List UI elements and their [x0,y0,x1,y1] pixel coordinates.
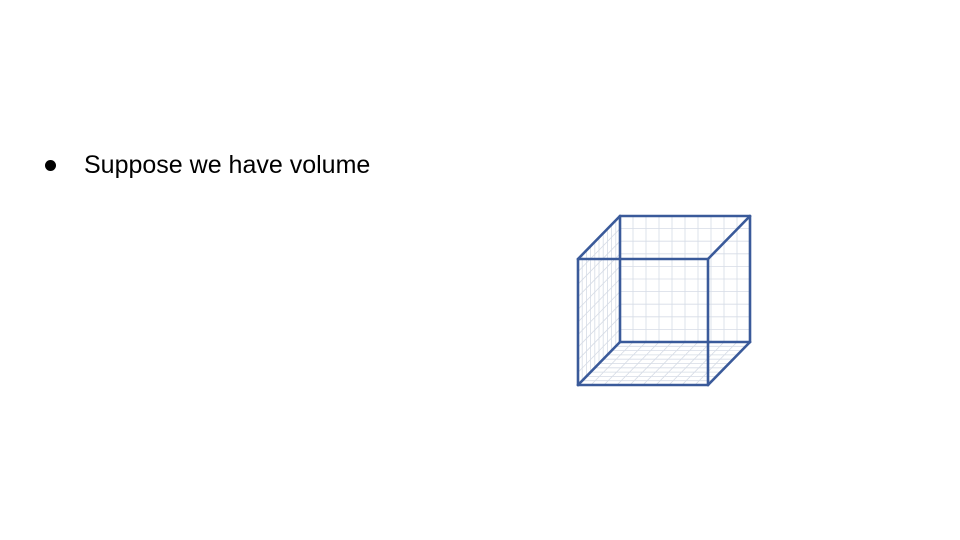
left-grid-line [577,303,621,348]
bottom-grid-line [655,341,699,386]
cube-edge [576,340,622,387]
bullet-item: Suppose we have volume [40,146,370,184]
cube-edge [706,214,752,261]
cube-edge [576,214,622,261]
bullet-text: Suppose we have volume [84,151,371,179]
left-grid-line [577,291,621,336]
left-grid-line [577,328,621,373]
cube-edge [706,340,752,387]
bullet-list: Suppose we have volume [40,146,370,184]
wireframe-cube-icon [560,200,770,400]
bottom-grid-line [668,341,712,386]
cube-svg [576,214,752,387]
left-grid-line [577,316,621,361]
bottom-grid-line [694,341,738,386]
bottom-grid-line [681,341,725,386]
bullet-dot-icon [45,159,56,171]
